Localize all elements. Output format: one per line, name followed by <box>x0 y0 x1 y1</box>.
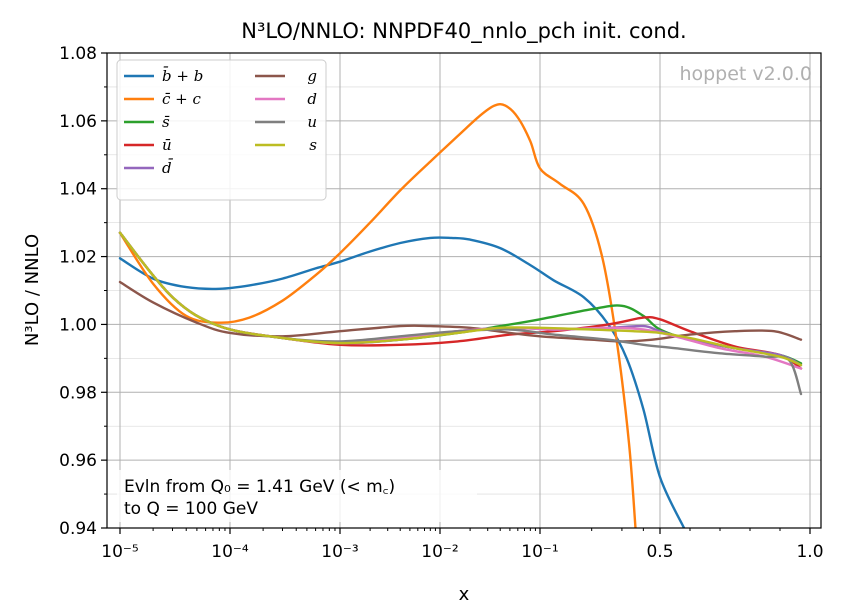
series-line-4 <box>118 231 803 367</box>
legend-label: ū <box>162 136 172 154</box>
series-line-8 <box>118 231 803 367</box>
watermark: hoppet v2.0.0 <box>679 63 812 85</box>
y-tick-label: 1.02 <box>59 248 97 268</box>
legend-label: d <box>307 90 317 108</box>
evolution-annotation: Evln from Q₀ = 1.41 GeV (< m꜀) to Q = 10… <box>117 470 477 522</box>
series-line-0 <box>118 236 686 528</box>
x-tick-label: 10⁻³ <box>321 542 358 562</box>
x-tick-label: 10⁻¹ <box>521 542 558 562</box>
x-tick-label: 10⁻⁵ <box>101 542 138 562</box>
x-tick-label: 10⁻² <box>421 542 458 562</box>
series-line-3 <box>118 231 803 370</box>
y-tick-label: 1.04 <box>59 180 97 200</box>
legend-label: g <box>307 67 317 85</box>
annotation-line-1: Evln from Q₀ = 1.41 GeV (< m꜀) <box>124 477 395 497</box>
y-tick-label: 0.96 <box>59 451 97 471</box>
axis-ticks: 0.94 0.96 0.98 1.00 1.02 1.04 1.06 1.08 10⁻⁵ 10⁻⁴… <box>59 44 823 562</box>
x-axis-label: x <box>459 584 470 605</box>
chart-title: N³LO/NNLO: NNPDF40_nnlo_pch init. cond. <box>241 19 686 44</box>
legend-label: c̄ + c <box>162 90 202 108</box>
legend-label: d̄ <box>162 159 173 177</box>
legend-label: s̄ <box>162 113 170 131</box>
y-tick-label: 1.06 <box>59 112 97 132</box>
y-axis-label: N³LO / NNLO <box>22 234 43 346</box>
y-tick-label: 0.98 <box>59 383 97 403</box>
y-tick-label: 0.94 <box>59 519 97 539</box>
legend-box <box>116 59 327 201</box>
legend-label: b̄ + b <box>162 67 203 85</box>
x-tick-label: 1.0 <box>796 542 823 562</box>
legend-label: s <box>309 136 317 154</box>
y-tick-label: 1.08 <box>59 44 97 64</box>
series-line-6 <box>118 231 803 370</box>
series-line-1 <box>118 103 637 528</box>
series-lines <box>118 103 803 528</box>
x-tick-label: 10⁻⁴ <box>211 542 249 562</box>
legend-label: u <box>307 113 317 131</box>
x-tick-label: 0.5 <box>646 542 673 562</box>
annotation-line-2: to Q = 100 GeV <box>124 499 258 519</box>
y-tick-label: 1.00 <box>59 315 97 335</box>
